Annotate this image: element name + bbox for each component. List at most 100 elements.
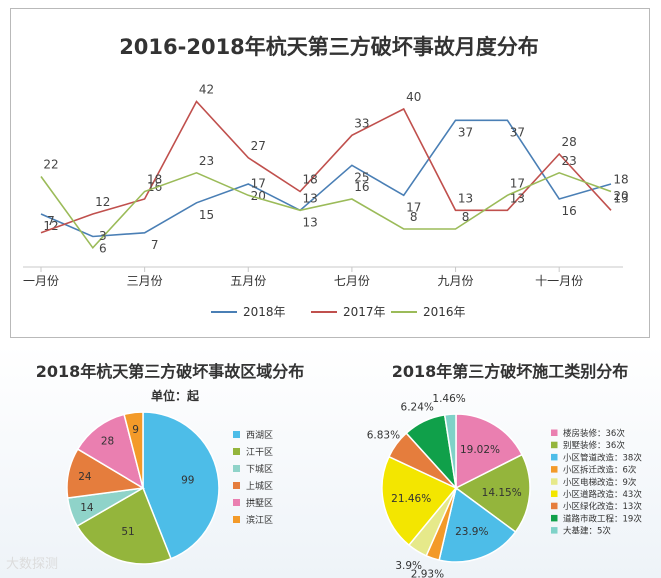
data-label: 13	[613, 191, 628, 205]
legend-label: 道路市政工程：19次	[563, 513, 642, 524]
data-label: 37	[458, 125, 473, 139]
legend-swatch	[233, 516, 240, 523]
pie-charts-area: 2018年杭天第三方破坏事故区域分布 单位：起 99 51 14 24 28 9 西湖区 江干区下…	[0, 345, 661, 578]
legend-swatch	[551, 466, 558, 473]
data-label: 23	[562, 154, 577, 168]
data-label: 7	[151, 238, 159, 252]
pie-slice	[455, 413, 524, 490]
pie-slice-label: 24	[78, 471, 92, 483]
pie-slice	[76, 413, 145, 490]
data-label: 16	[147, 180, 162, 194]
series-line-2	[40, 171, 612, 250]
category-pie-chart: 2018年第三方破坏施工类别分布 19.02% 14.15% 23.9% 2.93%3.…	[367, 362, 643, 578]
data-label: 17	[406, 200, 421, 214]
legend-label: 小区道路改造：43次	[563, 489, 642, 500]
legend-label: 别墅装修：36次	[563, 440, 625, 451]
legend-swatch	[551, 514, 558, 522]
data-label: 25	[354, 170, 369, 184]
legend-swatch	[233, 499, 240, 506]
data-label: 8	[462, 210, 470, 224]
pie-slice-label: 6.83%	[367, 429, 400, 441]
legend-swatch	[551, 441, 558, 449]
pie-slice-label: 28	[101, 436, 114, 448]
pie-slice	[438, 486, 517, 563]
pie-slice	[76, 486, 172, 565]
legend-swatch	[551, 478, 558, 485]
legend-swatch	[233, 431, 240, 438]
data-label: 16	[562, 204, 577, 218]
data-label: 13	[302, 191, 317, 205]
legend-label: 拱墅区	[246, 497, 273, 509]
data-label: 18	[302, 173, 317, 187]
legend-swatch	[233, 465, 240, 472]
pie-slice-label: 19.02%	[460, 444, 500, 456]
data-label: 23	[199, 154, 214, 168]
legend-label: 2017年	[343, 305, 386, 319]
x-tick-label: 十一月份	[535, 274, 583, 288]
data-label: 13	[302, 215, 317, 229]
legend-swatch	[551, 490, 558, 497]
legend-label: 小区绿化改造：13次	[563, 501, 642, 512]
pie-slice	[443, 413, 457, 489]
data-label: 42	[199, 83, 214, 97]
series-line-1	[40, 100, 612, 234]
legend-label: 大基建：5次	[563, 526, 611, 537]
x-tick-label: 三月份	[127, 274, 163, 288]
data-label: 18	[613, 173, 628, 187]
pie1-title: 2018年杭天第三方破坏事故区域分布	[36, 362, 305, 381]
data-label: 6	[99, 242, 107, 256]
legend-label: 西湖区	[246, 430, 273, 441]
pie-slice	[454, 453, 531, 533]
data-label: 40	[406, 90, 421, 104]
data-label: 3	[99, 229, 107, 243]
pie-slice-label: 21.46%	[391, 493, 431, 505]
pie-slice	[381, 455, 458, 547]
data-label: 7	[47, 214, 55, 228]
legend-swatch	[233, 448, 240, 455]
data-label: 15	[199, 208, 214, 222]
pie-slice-label: 2.93%	[411, 569, 444, 578]
pie1-subtitle: 单位：起	[151, 388, 200, 403]
data-label: 13	[458, 191, 473, 205]
line-chart-title: 2016-2018年杭天第三方破坏事故月度分布	[119, 35, 539, 59]
pie-slice-label: 14.15%	[482, 487, 522, 499]
data-label: 37	[510, 125, 525, 139]
pie-slice-label: 9	[132, 424, 139, 436]
watermark: 大数探测	[6, 557, 59, 572]
data-label: 12	[43, 219, 58, 233]
line-chart-panel: 2016-2018年杭天第三方破坏事故月度分布 一月份 三月份 五月份 七月份 九月份 十一…	[10, 8, 650, 338]
legend-label: 小区拆迁改造：6次	[563, 465, 637, 476]
pie-slice	[142, 411, 220, 560]
legend-label: 小区电梯改造：9次	[563, 477, 637, 488]
pie-slice-label: 3.9%	[395, 560, 422, 572]
legend-swatch	[551, 429, 558, 436]
legend-label: 2016年	[423, 305, 466, 319]
data-label: 33	[354, 116, 369, 130]
pie2-title: 2018年第三方破坏施工类别分布	[392, 362, 629, 381]
data-label: 22	[43, 158, 58, 172]
data-label: 28	[562, 135, 577, 149]
legend-label: 楼房装修：36次	[563, 428, 625, 439]
pie-slice-label: 1.46%	[432, 393, 465, 405]
pie-slice-label: 14	[80, 502, 94, 514]
pie-slice	[123, 411, 144, 489]
legend-swatch	[551, 502, 558, 510]
data-label: 18	[147, 173, 162, 187]
x-tick-label: 一月份	[23, 274, 59, 288]
x-tick-label: 五月份	[230, 274, 266, 288]
data-label: 8	[410, 210, 418, 224]
legend-label: 下城区	[246, 464, 273, 475]
legend-label: 上城区	[246, 481, 273, 492]
legend-label: 滨江区	[246, 514, 273, 526]
legend-swatch	[233, 482, 240, 489]
legend-swatch	[551, 453, 558, 461]
x-tick-label: 九月份	[438, 274, 474, 288]
pie-slice-label: 6.24%	[401, 402, 434, 414]
data-label: 12	[95, 195, 110, 209]
legend-swatch	[551, 527, 558, 534]
pie-slice-label: 51	[121, 526, 134, 538]
legend-label: 小区管道改造：38次	[563, 452, 642, 463]
data-label: 20	[613, 189, 628, 203]
